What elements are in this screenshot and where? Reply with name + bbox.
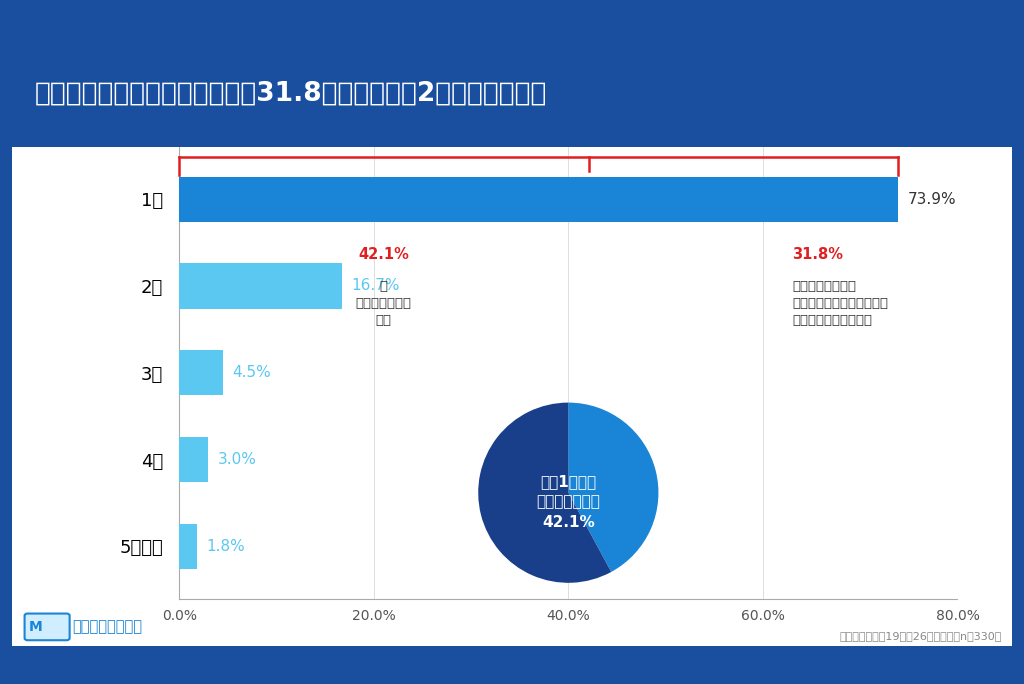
Text: 4.5%: 4.5%	[232, 365, 271, 380]
Text: 31.8%: 31.8%	[793, 247, 843, 262]
Text: 42.1%: 42.1%	[358, 247, 409, 262]
Text: 3.0%: 3.0%	[218, 452, 257, 467]
Text: M: M	[29, 620, 43, 634]
Bar	[179, 524, 197, 569]
Wedge shape	[568, 403, 658, 572]
Wedge shape	[478, 403, 611, 583]
Bar	[179, 437, 209, 482]
Text: 73.9%: 73.9%	[908, 192, 956, 207]
Text: 1.8%: 1.8%	[207, 539, 245, 554]
Text: 浪人1年目の
第一志望合格率
42.1%: 浪人1年目の 第一志望合格率 42.1%	[537, 474, 600, 529]
Bar	[179, 350, 223, 395]
Text: が第一志望大学に
落ちて第二志望以下の大学
または他の進路を選択: が第一志望大学に 落ちて第二志望以下の大学 または他の進路を選択	[793, 280, 888, 327]
Bar	[179, 176, 898, 222]
Bar	[179, 263, 342, 308]
Text: 16.7%: 16.7%	[351, 278, 400, 293]
Text: じゅけラボ予備校: じゅけラボ予備校	[73, 620, 142, 634]
Text: 第一志望大学に合格しなかった31.8％の浪人生が2浪目を選択せず: 第一志望大学に合格しなかった31.8％の浪人生が2浪目を選択せず	[35, 81, 547, 107]
Text: が
第一志望大学に
合格: が 第一志望大学に 合格	[355, 280, 412, 327]
Text: 浪人経験がある19歳〜26歳の男女（n＝330）: 浪人経験がある19歳〜26歳の男女（n＝330）	[839, 631, 1001, 641]
